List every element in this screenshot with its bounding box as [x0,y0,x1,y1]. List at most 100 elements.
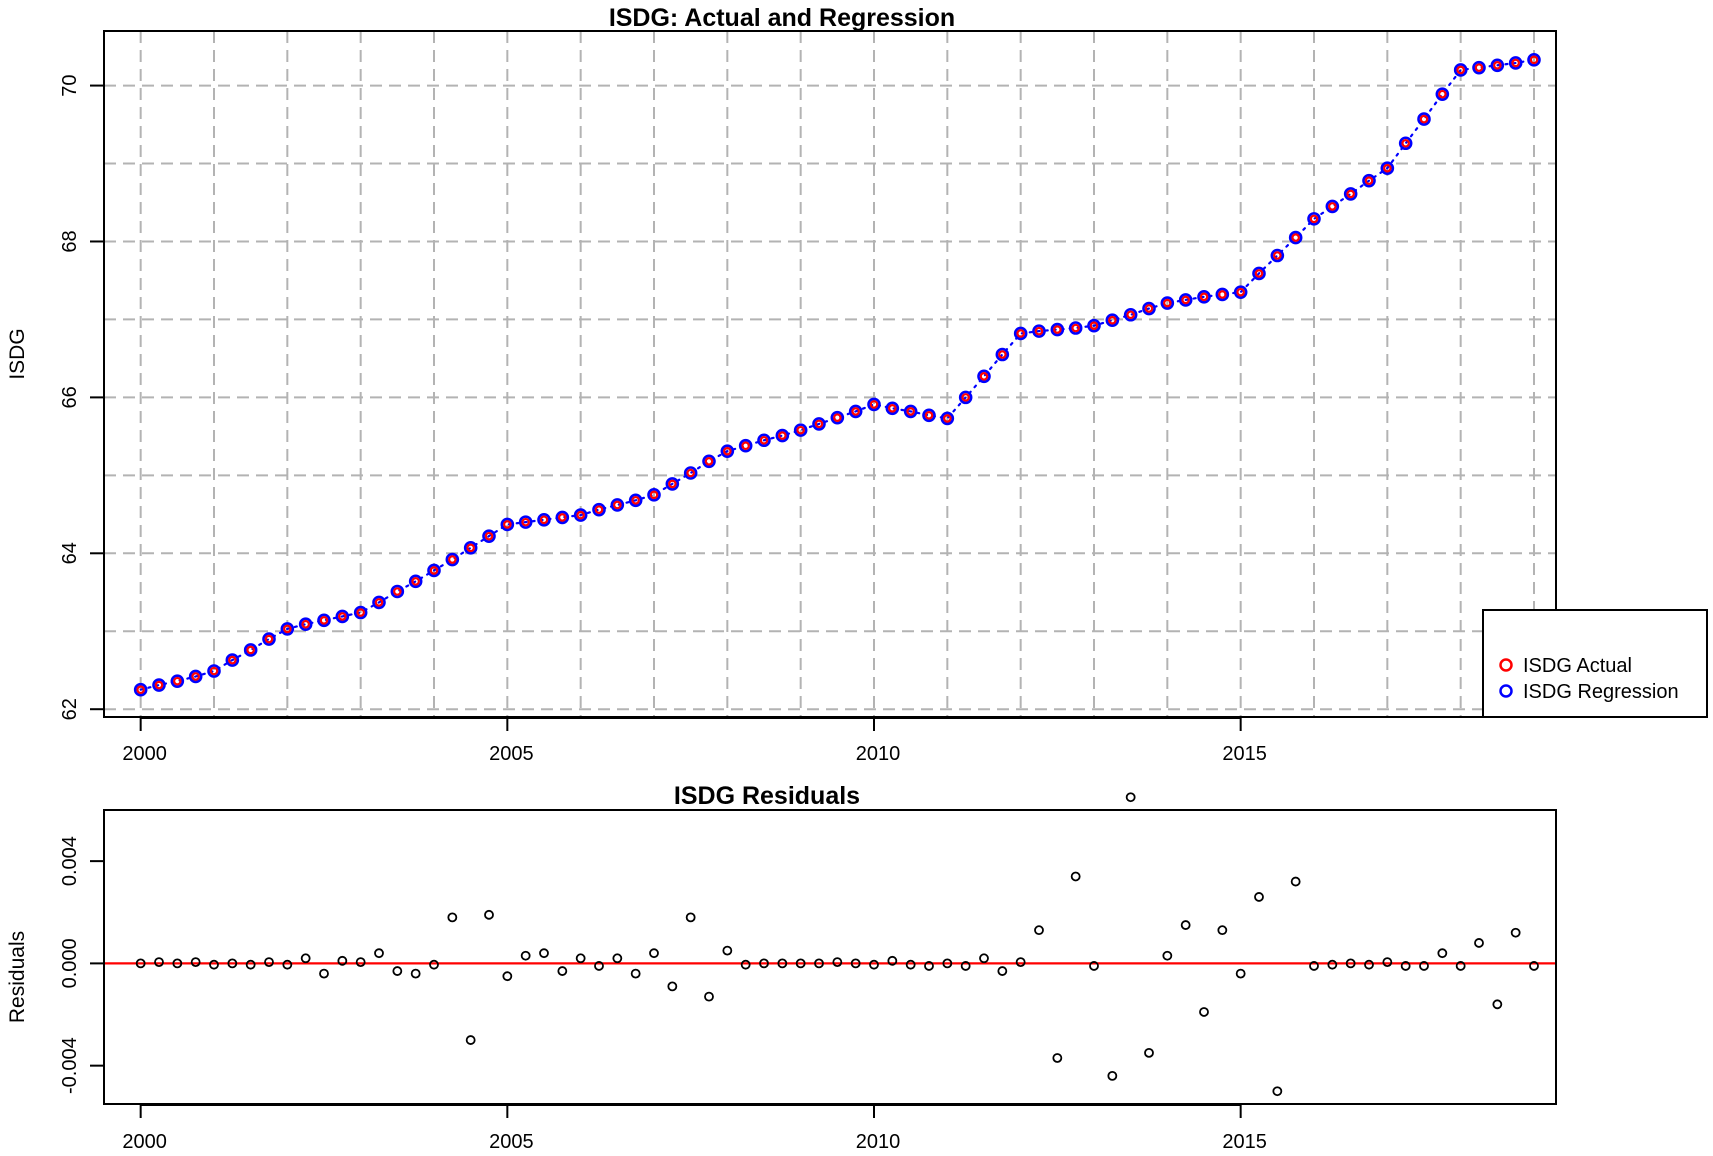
regression-point [262,632,276,646]
actual-point [246,645,255,655]
actual-point [521,517,530,527]
actual-point [1108,315,1117,325]
residual-point [1327,959,1338,970]
residual-point [447,912,458,923]
regression-point [592,502,606,517]
residual-point [575,953,586,964]
actual-point [851,407,860,416]
y-tick-label: 70 [59,74,81,96]
residual-point [374,948,384,959]
residual-point [1272,1086,1283,1097]
regression-point [1362,173,1376,188]
actual-point [759,435,769,445]
residual-point [245,959,256,970]
regression-point [372,595,386,610]
regression-point [445,552,460,567]
regression-point [1032,324,1046,338]
residual-point [300,953,311,964]
actual-point [1273,251,1282,260]
legend-symbol-actual [1499,658,1513,672]
residual-point [905,959,916,970]
residual-point [1309,961,1319,971]
regression-point [1398,136,1413,151]
actual-point [1529,55,1539,65]
residual-point [1180,920,1191,930]
regression-point [738,438,753,453]
regression-point [683,466,698,480]
regression-point [317,613,331,628]
actual-point [961,393,970,402]
top-grid [104,31,1556,717]
top-data-points [133,53,1541,697]
residual-point [630,968,641,979]
residual-point [429,959,439,970]
regression-point [225,653,240,667]
regression-point [1325,199,1340,214]
regression-point [133,682,148,697]
regression-point [940,411,955,426]
regression-point [830,410,845,425]
residual-point [154,957,164,968]
regression-point [995,347,1010,362]
residual-point [869,959,879,970]
regression-point [885,401,900,416]
residual-point [1015,957,1026,968]
regression-point [408,574,423,589]
actual-point [833,413,842,422]
actual-point [338,612,347,621]
residual-point [557,966,568,976]
legend-label-regression: ISDG Regression [1523,681,1679,703]
regression-point [537,512,551,527]
regression-point [1270,248,1285,263]
actual-point [173,676,182,686]
actual-point [301,619,310,629]
regression-point [665,477,680,491]
regression-point [170,674,185,688]
regression-point [188,669,203,684]
residual-point [465,1035,476,1045]
actual-point [1511,58,1520,68]
actual-point [649,490,659,500]
residual-point [1199,1007,1209,1017]
residual-point [1437,948,1448,959]
residual-point [1070,871,1081,882]
x-tick-label: 2010 [856,1131,901,1153]
residual-point [832,957,843,968]
residual-point [1290,876,1301,887]
actual-point [1291,233,1300,242]
actual-point [906,407,915,416]
regression-point [555,510,570,525]
actual-point [869,400,879,409]
actual-point [1328,202,1337,211]
residual-point [685,912,696,923]
regression-point [1233,285,1248,299]
residual-point [667,981,678,992]
residual-point [1217,925,1228,936]
residual-point [1162,950,1173,961]
actual-point [594,505,604,514]
regression-point [848,404,863,419]
y-tick-label: 64 [59,542,81,564]
residual-point [1419,961,1429,971]
regression-point [298,617,313,632]
residual-points [135,792,1539,1097]
regression-point [1417,112,1431,126]
regression-point [1105,313,1120,328]
actual-point [723,446,732,456]
x-tick-label: 2010 [856,743,901,765]
actual-point [539,515,549,525]
residual-point [282,959,293,970]
residual-point [1125,792,1136,803]
residual-point [1400,961,1411,971]
residual-point [355,957,366,968]
actual-point [1144,304,1154,313]
actual-point [613,500,622,510]
regression-point [482,529,496,543]
bottom-x-axis: 2000 2005 2010 2015 [122,1104,1267,1153]
residual-point [1235,968,1246,979]
actual-point [943,414,952,423]
residual-point [484,909,494,920]
regression-point [1490,58,1505,73]
actual-point [998,350,1007,359]
x-tick-label: 2005 [489,743,534,765]
